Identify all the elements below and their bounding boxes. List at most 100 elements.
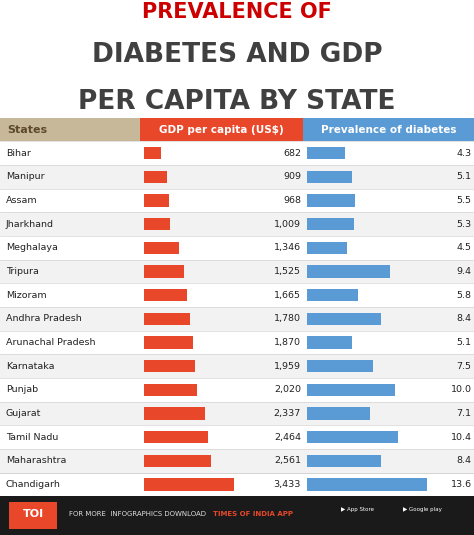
FancyBboxPatch shape [0,496,474,535]
Text: PER CAPITA BY STATE: PER CAPITA BY STATE [78,89,396,116]
FancyBboxPatch shape [0,473,474,496]
Text: Assam: Assam [6,196,37,205]
FancyBboxPatch shape [144,218,170,231]
Text: 2,337: 2,337 [274,409,301,418]
FancyBboxPatch shape [144,360,195,372]
Text: 10.0: 10.0 [451,385,472,394]
Text: 5.8: 5.8 [456,291,472,300]
Text: 682: 682 [283,149,301,158]
FancyBboxPatch shape [307,478,427,491]
FancyBboxPatch shape [0,165,474,189]
FancyBboxPatch shape [307,289,358,301]
Text: Manipur: Manipur [6,172,44,181]
FancyBboxPatch shape [144,289,187,301]
Text: 4.3: 4.3 [456,149,472,158]
Text: 1,525: 1,525 [274,267,301,276]
FancyBboxPatch shape [140,118,303,141]
Text: 5.1: 5.1 [456,338,472,347]
Text: Arunachal Pradesh: Arunachal Pradesh [6,338,95,347]
Text: Punjab: Punjab [6,385,38,394]
Text: TOI: TOI [23,509,44,519]
Text: 7.1: 7.1 [456,409,472,418]
Text: 5.1: 5.1 [456,172,472,181]
FancyBboxPatch shape [307,194,356,207]
FancyBboxPatch shape [307,242,346,254]
FancyBboxPatch shape [144,337,192,349]
FancyBboxPatch shape [307,147,345,159]
FancyBboxPatch shape [144,384,197,396]
FancyBboxPatch shape [0,189,474,212]
FancyBboxPatch shape [144,194,169,207]
Text: TIMES OF INDIA APP: TIMES OF INDIA APP [213,511,293,517]
Text: GDP per capita (US$): GDP per capita (US$) [159,125,284,134]
Text: 7.5: 7.5 [456,362,472,371]
FancyBboxPatch shape [307,218,354,231]
Text: 13.6: 13.6 [450,480,472,489]
Text: 10.4: 10.4 [451,433,472,442]
Text: Karnataka: Karnataka [6,362,54,371]
Text: 8.4: 8.4 [456,456,472,465]
Text: 968: 968 [283,196,301,205]
Text: 1,780: 1,780 [274,315,301,324]
FancyBboxPatch shape [307,313,381,325]
Text: 4.5: 4.5 [456,243,472,253]
Text: Gujarat: Gujarat [6,409,41,418]
FancyBboxPatch shape [307,455,381,467]
Text: Jharkhand: Jharkhand [6,220,54,229]
Text: Chandigarh: Chandigarh [6,480,61,489]
FancyBboxPatch shape [307,408,370,420]
FancyBboxPatch shape [0,284,474,307]
Text: 1,665: 1,665 [274,291,301,300]
FancyBboxPatch shape [307,384,395,396]
Text: Tripura: Tripura [6,267,38,276]
Text: 1,009: 1,009 [274,220,301,229]
FancyBboxPatch shape [307,337,352,349]
Text: 1,346: 1,346 [274,243,301,253]
FancyBboxPatch shape [0,449,474,473]
FancyBboxPatch shape [144,478,234,491]
Text: Bihar: Bihar [6,149,30,158]
FancyBboxPatch shape [0,331,474,354]
FancyBboxPatch shape [144,265,183,278]
FancyBboxPatch shape [144,242,179,254]
FancyBboxPatch shape [0,354,474,378]
FancyBboxPatch shape [307,171,352,183]
Text: Prevalence of diabetes: Prevalence of diabetes [321,125,456,134]
FancyBboxPatch shape [0,260,474,284]
Text: PREVALENCE OF: PREVALENCE OF [142,2,332,22]
Text: 5.3: 5.3 [456,220,472,229]
Text: ▶ App Store: ▶ App Store [341,508,374,513]
FancyBboxPatch shape [144,313,190,325]
Text: 1,870: 1,870 [274,338,301,347]
FancyBboxPatch shape [307,265,390,278]
FancyBboxPatch shape [0,212,474,236]
Text: Mizoram: Mizoram [6,291,46,300]
FancyBboxPatch shape [144,147,162,159]
FancyBboxPatch shape [307,360,373,372]
FancyBboxPatch shape [144,455,211,467]
FancyBboxPatch shape [0,307,474,331]
Text: Meghalaya: Meghalaya [6,243,57,253]
FancyBboxPatch shape [0,425,474,449]
Text: 2,464: 2,464 [274,433,301,442]
Text: 8.4: 8.4 [456,315,472,324]
Text: DIABETES AND GDP: DIABETES AND GDP [91,42,383,68]
Text: States: States [7,125,47,134]
FancyBboxPatch shape [144,171,167,183]
FancyBboxPatch shape [0,118,140,141]
FancyBboxPatch shape [144,431,208,444]
Text: 1,959: 1,959 [274,362,301,371]
Text: ▶ Google play: ▶ Google play [403,508,442,513]
Text: 2,561: 2,561 [274,456,301,465]
FancyBboxPatch shape [307,431,399,444]
Text: 9.4: 9.4 [456,267,472,276]
FancyBboxPatch shape [0,402,474,425]
Text: Tamil Nadu: Tamil Nadu [6,433,58,442]
FancyBboxPatch shape [303,118,474,141]
Text: 3,433: 3,433 [273,480,301,489]
FancyBboxPatch shape [0,141,474,165]
Text: 909: 909 [283,172,301,181]
FancyBboxPatch shape [0,378,474,402]
Text: 2,020: 2,020 [274,385,301,394]
FancyBboxPatch shape [144,408,205,420]
